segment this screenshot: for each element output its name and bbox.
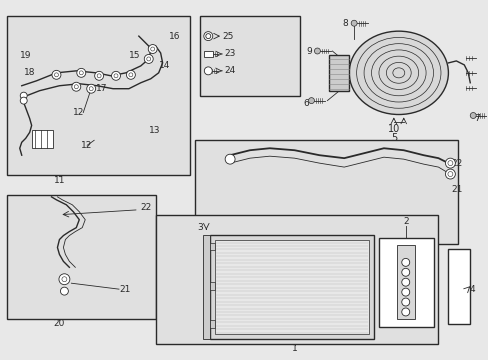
Bar bbox=[32, 130, 53, 148]
Bar bbox=[208, 282, 215, 290]
Circle shape bbox=[126, 70, 135, 79]
Bar bbox=[155, 215, 438, 344]
Circle shape bbox=[401, 298, 409, 306]
Circle shape bbox=[77, 68, 85, 77]
Text: 22: 22 bbox=[141, 203, 152, 212]
Circle shape bbox=[72, 82, 81, 91]
Circle shape bbox=[308, 98, 314, 104]
Circle shape bbox=[445, 158, 454, 168]
Circle shape bbox=[111, 71, 120, 80]
Circle shape bbox=[95, 71, 103, 80]
Circle shape bbox=[469, 113, 475, 118]
Text: 18: 18 bbox=[24, 68, 35, 77]
Text: 21: 21 bbox=[119, 285, 130, 294]
Bar bbox=[208, 320, 215, 328]
Circle shape bbox=[150, 47, 154, 51]
Bar bbox=[215, 239, 368, 334]
Text: 25: 25 bbox=[222, 32, 233, 41]
Circle shape bbox=[89, 87, 93, 91]
Circle shape bbox=[148, 45, 157, 54]
Text: 1: 1 bbox=[291, 344, 297, 353]
Text: 13: 13 bbox=[148, 126, 160, 135]
Circle shape bbox=[129, 73, 133, 77]
Text: 19: 19 bbox=[20, 51, 31, 60]
Text: 3: 3 bbox=[197, 223, 203, 232]
Bar bbox=[210, 235, 373, 339]
Circle shape bbox=[205, 33, 210, 39]
Circle shape bbox=[86, 84, 96, 93]
Circle shape bbox=[146, 57, 150, 61]
Circle shape bbox=[401, 308, 409, 316]
Text: 2: 2 bbox=[402, 217, 407, 226]
Text: 16: 16 bbox=[168, 32, 180, 41]
Bar bbox=[378, 238, 433, 327]
Circle shape bbox=[445, 169, 454, 179]
Circle shape bbox=[54, 73, 59, 77]
Bar bbox=[203, 235, 210, 339]
Text: 7: 7 bbox=[473, 114, 479, 123]
Circle shape bbox=[401, 258, 409, 266]
Circle shape bbox=[20, 97, 27, 104]
Circle shape bbox=[74, 85, 78, 89]
Text: 11: 11 bbox=[54, 176, 65, 185]
Text: 4: 4 bbox=[468, 285, 474, 294]
Circle shape bbox=[401, 288, 409, 296]
Bar bbox=[195, 140, 457, 244]
Circle shape bbox=[79, 71, 83, 75]
Ellipse shape bbox=[348, 31, 447, 114]
Circle shape bbox=[447, 161, 452, 166]
Text: 6: 6 bbox=[303, 99, 309, 108]
Text: 24: 24 bbox=[224, 66, 235, 75]
Circle shape bbox=[401, 268, 409, 276]
Text: 21: 21 bbox=[450, 185, 462, 194]
Bar bbox=[447, 249, 469, 324]
Text: 22: 22 bbox=[450, 159, 462, 168]
Text: 12: 12 bbox=[73, 108, 84, 117]
Circle shape bbox=[350, 20, 356, 26]
Bar bbox=[396, 246, 414, 319]
Text: 17: 17 bbox=[96, 84, 107, 93]
Bar bbox=[200, 16, 299, 96]
Circle shape bbox=[203, 32, 212, 41]
Text: 20: 20 bbox=[54, 319, 65, 328]
Circle shape bbox=[20, 92, 27, 99]
Circle shape bbox=[144, 54, 153, 63]
Text: 10: 10 bbox=[387, 125, 399, 134]
Text: 9: 9 bbox=[306, 46, 312, 55]
Circle shape bbox=[314, 48, 320, 54]
Circle shape bbox=[97, 74, 101, 78]
Text: 14: 14 bbox=[158, 62, 170, 71]
Circle shape bbox=[59, 274, 70, 285]
Circle shape bbox=[447, 172, 452, 176]
Circle shape bbox=[114, 74, 118, 78]
Bar bbox=[208, 243, 215, 251]
Circle shape bbox=[224, 154, 235, 164]
Circle shape bbox=[62, 277, 67, 282]
Circle shape bbox=[52, 70, 61, 79]
Text: 12: 12 bbox=[81, 141, 92, 150]
Bar bbox=[7, 16, 190, 175]
Text: 5: 5 bbox=[390, 133, 396, 143]
Circle shape bbox=[401, 278, 409, 286]
Text: 15: 15 bbox=[129, 51, 140, 60]
Bar bbox=[204, 51, 213, 57]
Bar bbox=[328, 55, 348, 91]
Circle shape bbox=[204, 67, 212, 75]
Bar bbox=[7, 195, 155, 319]
Text: 23: 23 bbox=[224, 49, 235, 58]
Circle shape bbox=[61, 287, 68, 295]
Text: 8: 8 bbox=[342, 19, 347, 28]
